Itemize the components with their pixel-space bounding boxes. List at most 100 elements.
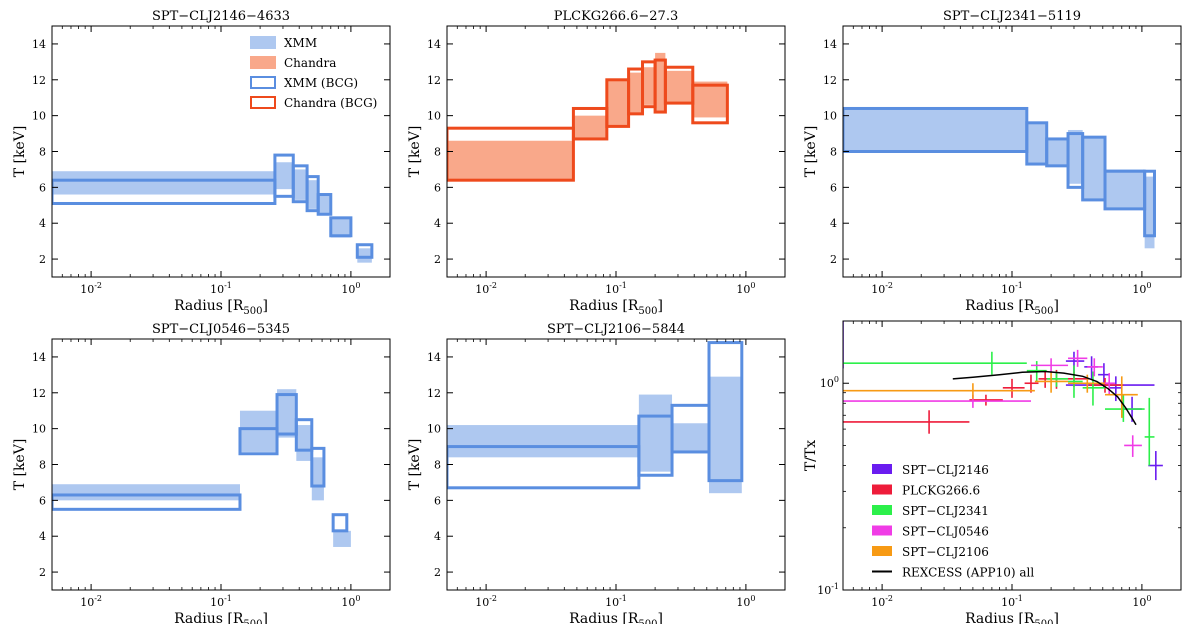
bin-fill (606, 79, 629, 127)
x-tick-label: 100 (1132, 594, 1151, 609)
panel-6: 10-2 10-1 100 10-1 100 Radius [R500] T/Tx SPT−C… (803, 320, 1182, 624)
y-axis-label: T/Tx (803, 440, 819, 471)
bin-fill (307, 180, 319, 209)
y-tick-label: 8 (39, 459, 46, 472)
plot-area (52, 153, 374, 263)
y-axis-label: T [keV] (12, 126, 28, 178)
y-axis-label: T [keV] (407, 439, 423, 491)
x-axis-label-main: Radius [R (569, 611, 639, 624)
x-tick-label: 100 (341, 281, 360, 296)
bin-outline (691, 83, 729, 125)
x-tick-label-exp: -2 (94, 281, 102, 290)
x-tick-label: 100 (1132, 281, 1151, 296)
panel-5: 10-2 10-1 1002468101214SPT−CLJ2106−5844Rad… (407, 322, 786, 624)
x-axis-label-subscript: 500 (243, 619, 262, 624)
x-tick-label-exp: -1 (619, 281, 627, 290)
x-axis-label-main: Radius [R (965, 611, 1035, 624)
panel-title: SPT−CLJ2146−4633 (152, 9, 290, 24)
x-axis-label-close: ] (657, 298, 662, 314)
y-tick-label: 14 (32, 38, 46, 51)
x-tick-label: 10-2 (871, 594, 893, 609)
x-tick-label-base: 10 (341, 596, 355, 609)
x-tick-label-exp: -2 (94, 594, 102, 603)
legend-swatch (250, 56, 276, 69)
axes-frame (842, 320, 1182, 591)
bin-fill (1105, 169, 1145, 209)
x-axis-label: Radius [R500] (174, 298, 268, 317)
bin-outline (329, 216, 353, 238)
bin-fill (1046, 138, 1069, 166)
x-tick-label: 10-2 (80, 594, 102, 609)
y-tick-label: 10 (427, 110, 441, 123)
x-tick-label: 10-1 (1001, 594, 1023, 609)
legend-swatch (250, 36, 276, 49)
x-tick-label: 10-1 (605, 281, 627, 296)
legend-label: XMM (BCG) (284, 76, 358, 90)
panel-title: SPT−CLJ2106−5844 (547, 322, 685, 337)
x-axis-label-subscript: 500 (243, 306, 262, 317)
y-tick-label: 10-1 (817, 582, 839, 597)
x-tick-label-exp: -1 (224, 281, 232, 290)
y-tick-label: 14 (32, 351, 46, 364)
panel-title: SPT−CLJ0546−5345 (152, 322, 290, 337)
x-tick-label: 10-2 (475, 281, 497, 296)
legend-swatch (250, 96, 276, 109)
bin-fill (655, 52, 666, 113)
bin-fill (318, 194, 331, 215)
x-axis-label-subscript: 500 (1034, 619, 1053, 624)
x-tick-label-exp: -2 (489, 594, 497, 603)
x-tick-label-base: 10 (871, 283, 885, 296)
x-tick-label: 10-2 (80, 281, 102, 296)
bin-outline (1143, 169, 1156, 238)
plot-area (52, 389, 351, 547)
x-tick-label: 10-1 (1001, 281, 1023, 296)
y-tick-label: 6 (39, 494, 46, 507)
rexcess-line (952, 370, 1137, 426)
x-tick-label: 100 (341, 594, 360, 609)
x-tick-label-exp: -2 (489, 281, 497, 290)
panel-3: 10-2 10-1 1002468101214SPT−CLJ2341−5119Rad… (803, 9, 1182, 317)
y-tick-label: 100 (820, 375, 839, 390)
y-tick-label: 10 (32, 423, 46, 436)
y-axis-label: T [keV] (407, 126, 423, 178)
legend-swatch (872, 546, 892, 556)
bin-outline (52, 493, 242, 511)
y-tick-label: 14 (823, 38, 837, 51)
legend-swatch (872, 484, 892, 495)
x-tick-label-base: 10 (1001, 283, 1015, 296)
x-axis-label-subscript: 500 (638, 619, 657, 624)
x-tick-label-base: 10 (1132, 283, 1146, 296)
y-tick-label: 2 (830, 253, 837, 266)
legend-label: Chandra (284, 56, 336, 70)
x-tick-label-exp: -2 (885, 281, 893, 290)
x-tick-label-base: 10 (736, 283, 750, 296)
legend-swatch (872, 464, 892, 474)
panel-4: 10-2 10-1 1002468101214SPT−CLJ0546−5345Rad… (12, 322, 391, 624)
bin-outline (316, 193, 333, 216)
x-tick-label: 100 (736, 281, 755, 296)
bin-fill (628, 72, 643, 114)
bin-fill (642, 67, 656, 105)
bin-fill (573, 115, 607, 139)
y-tick-label: 12 (427, 74, 441, 87)
y-tick-label: 4 (830, 217, 837, 230)
y-tick-label: 8 (39, 146, 46, 159)
bin-outline (1081, 135, 1107, 202)
legend-label: SPT−CLJ2341 (902, 504, 989, 518)
y-axis-label: T [keV] (803, 126, 819, 178)
x-tick-label-exp: 0 (1146, 281, 1151, 290)
bin-fill (1068, 129, 1083, 184)
y-tick-label: 6 (434, 181, 441, 194)
y-axis-label: T [keV] (12, 439, 28, 491)
bin-fill (692, 81, 728, 118)
x-axis-label-close: ] (1053, 611, 1058, 624)
bin-fill (239, 410, 278, 452)
x-tick-label-exp: -1 (1015, 281, 1023, 290)
x-tick-label-exp: 0 (355, 594, 360, 603)
bin-fill (447, 425, 639, 458)
x-tick-label-exp: -1 (224, 594, 232, 603)
y-tick-label-base: 10 (820, 377, 834, 390)
x-tick-label-base: 10 (210, 283, 224, 296)
panel-title: SPT−CLJ2341−5119 (943, 9, 1081, 24)
